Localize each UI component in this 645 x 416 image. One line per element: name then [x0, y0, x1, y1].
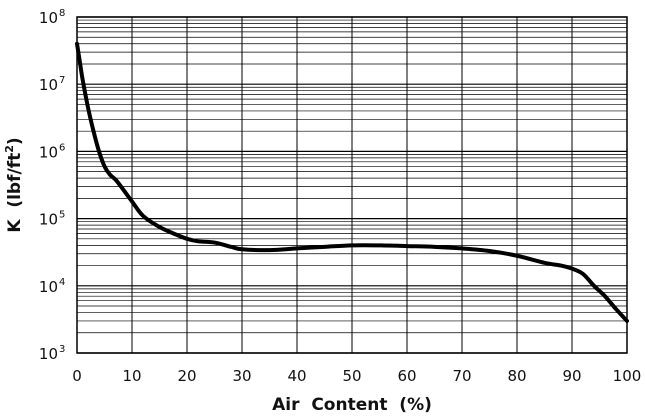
x-tick-label: 60	[397, 367, 416, 385]
y-tick-label: 10 3	[39, 344, 65, 363]
x-tick-label: 0	[72, 367, 82, 385]
x-tick-label: 80	[507, 367, 526, 385]
x-tick-label: 90	[562, 367, 581, 385]
y-axis-title-main: K (lbf/ft	[5, 153, 25, 233]
x-tick-label: 20	[177, 367, 196, 385]
x-tick-labels: 0 10 20 30 40 50 60 70 80 90 100	[72, 367, 641, 385]
y-tick-exponent: 7	[59, 75, 65, 86]
y-axis-title-sup: 2	[3, 145, 16, 153]
y-tick-base: 10	[39, 278, 58, 296]
x-tick-label: 70	[452, 367, 471, 385]
y-tick-base: 10	[39, 9, 58, 27]
y-tick-base: 10	[39, 345, 58, 363]
major-gridlines	[76, 16, 628, 354]
y-axis-title-close: )	[5, 137, 25, 145]
y-tick-base: 10	[39, 76, 58, 94]
y-tick-base: 10	[39, 143, 58, 161]
y-tick-base: 10	[39, 211, 58, 229]
y-tick-exponent: 3	[59, 344, 65, 355]
plot-frame	[76, 16, 628, 354]
x-tick-label: 100	[613, 367, 642, 385]
y-tick-label: 10 6	[39, 142, 65, 161]
y-tick-exponent: 4	[59, 277, 65, 288]
x-tick-label: 10	[122, 367, 141, 385]
y-axis-title: K (lbf/ft2)	[3, 137, 25, 232]
y-tick-exponent: 6	[59, 142, 65, 153]
x-axis-title: Air Content (%)	[272, 395, 432, 415]
x-tick-label: 30	[232, 367, 251, 385]
y-tick-label: 10 7	[39, 75, 65, 94]
y-tick-label: 10 5	[39, 210, 65, 229]
y-tick-exponent: 8	[59, 8, 65, 19]
x-tick-label: 40	[287, 367, 306, 385]
x-tick-label: 50	[342, 367, 361, 385]
y-tick-label: 10 4	[39, 277, 65, 296]
y-tick-label: 10 8	[39, 8, 65, 27]
y-tick-exponent: 5	[59, 210, 65, 221]
series-line	[75, 41, 629, 323]
